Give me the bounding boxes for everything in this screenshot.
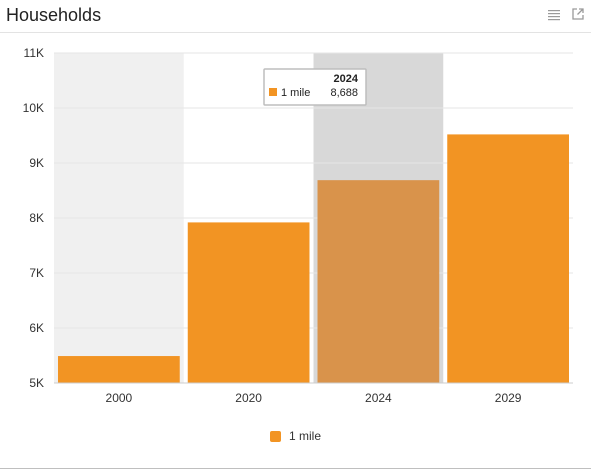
tooltip-series-name: 1 mile [281,87,310,99]
tooltip-title: 2024 [334,73,359,85]
legend[interactable]: 1 mile [0,429,591,443]
chart-area: 5K 6K 7K 8K 9K 10K 11K 2000 2020 2024 2029 2024 1 mi… [0,33,591,433]
x-tick-label: 2024 [365,391,392,405]
y-tick-label: 10K [23,101,44,115]
legend-swatch [269,430,281,442]
tooltip: 2024 1 mile 8,688 [263,68,367,106]
y-tick-label: 6K [29,321,44,335]
list-icon[interactable] [547,7,561,21]
chart-title: Households [6,5,102,25]
y-tick-label: 5K [29,376,44,390]
y-tick-label: 9K [29,156,44,170]
y-tick-label: 8K [29,211,44,225]
legend-label: 1 mile [288,429,321,443]
y-tick-label: 11K [24,46,44,60]
bar [187,222,310,383]
header-icons [547,7,585,21]
tooltip-box [263,68,367,106]
tooltip-swatch [269,88,277,96]
bar-chart: 5K 6K 7K 8K 9K 10K 11K 2000 2020 2024 2029 2024 1 mi… [23,46,573,405]
external-link-icon[interactable] [571,7,585,21]
chart-header: Households [0,0,591,33]
x-tick-label: 2000 [106,391,133,405]
tooltip-value: 8,688 [330,87,358,99]
bar [447,134,569,383]
bar [317,180,440,383]
x-tick-label: 2020 [235,391,262,405]
x-tick-label: 2029 [495,391,522,405]
bar [58,356,180,383]
y-tick-label: 7K [29,266,44,280]
